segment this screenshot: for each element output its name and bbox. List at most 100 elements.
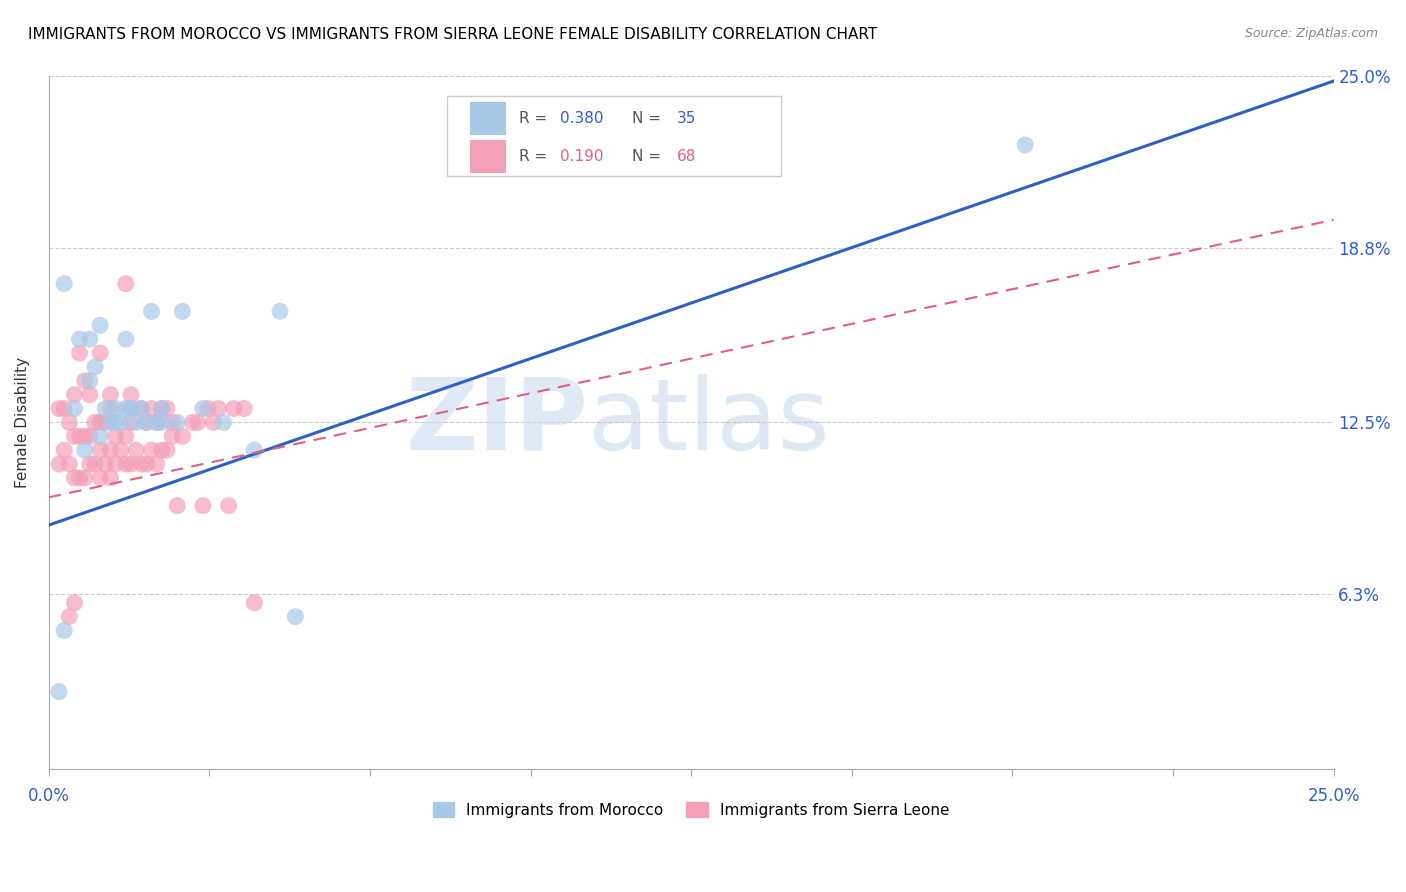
Point xyxy=(160,429,183,443)
Point xyxy=(207,401,229,416)
FancyBboxPatch shape xyxy=(470,139,506,173)
Point xyxy=(94,416,117,430)
Text: IMMIGRANTS FROM MOROCCO VS IMMIGRANTS FROM SIERRA LEONE FEMALE DISABILITY CORREL: IMMIGRANTS FROM MOROCCO VS IMMIGRANTS FR… xyxy=(28,27,877,42)
Point xyxy=(79,429,101,443)
Point xyxy=(269,304,291,318)
Point xyxy=(89,346,111,360)
Point xyxy=(104,416,127,430)
Point xyxy=(89,318,111,333)
Point xyxy=(166,416,188,430)
Point xyxy=(73,471,96,485)
Point xyxy=(202,416,225,430)
Point xyxy=(114,429,136,443)
FancyBboxPatch shape xyxy=(470,102,506,136)
Point xyxy=(53,443,76,458)
Point xyxy=(125,416,148,430)
Point xyxy=(89,471,111,485)
Point xyxy=(69,471,91,485)
Point xyxy=(135,416,157,430)
Point xyxy=(1014,137,1036,152)
Point xyxy=(129,457,152,471)
Point xyxy=(120,416,142,430)
Point xyxy=(187,416,209,430)
Point xyxy=(89,429,111,443)
Point xyxy=(104,401,127,416)
Point xyxy=(48,457,70,471)
Point xyxy=(100,387,122,401)
Point xyxy=(172,304,194,318)
Point xyxy=(181,416,204,430)
Point xyxy=(145,416,167,430)
Text: 35: 35 xyxy=(678,112,696,126)
Text: R =: R = xyxy=(519,149,553,163)
Text: Source: ZipAtlas.com: Source: ZipAtlas.com xyxy=(1244,27,1378,40)
Point xyxy=(69,332,91,346)
FancyBboxPatch shape xyxy=(447,96,782,176)
Point xyxy=(197,401,219,416)
Point xyxy=(218,499,240,513)
Point xyxy=(129,401,152,416)
Legend: Immigrants from Morocco, Immigrants from Sierra Leone: Immigrants from Morocco, Immigrants from… xyxy=(426,797,956,824)
Point xyxy=(100,401,122,416)
Point xyxy=(222,401,245,416)
Point xyxy=(141,304,163,318)
Point xyxy=(100,471,122,485)
Point xyxy=(129,401,152,416)
Point xyxy=(73,374,96,388)
Point xyxy=(58,416,80,430)
Point xyxy=(135,457,157,471)
Point xyxy=(120,457,142,471)
Point xyxy=(58,457,80,471)
Point xyxy=(145,457,167,471)
Point xyxy=(150,416,173,430)
Point xyxy=(58,609,80,624)
Point xyxy=(63,596,86,610)
Point xyxy=(166,499,188,513)
Point xyxy=(110,443,132,458)
Point xyxy=(243,443,266,458)
Point xyxy=(114,332,136,346)
Point xyxy=(156,401,179,416)
Point xyxy=(150,401,173,416)
Text: atlas: atlas xyxy=(588,374,830,471)
Point xyxy=(284,609,307,624)
Point xyxy=(63,429,86,443)
Text: N =: N = xyxy=(633,149,666,163)
Point xyxy=(233,401,256,416)
Point xyxy=(84,457,107,471)
Point xyxy=(191,499,214,513)
Text: 0.380: 0.380 xyxy=(560,112,603,126)
Point xyxy=(114,277,136,291)
Point xyxy=(104,429,127,443)
Point xyxy=(63,471,86,485)
Point xyxy=(89,416,111,430)
Point xyxy=(120,401,142,416)
Point xyxy=(120,401,142,416)
Point xyxy=(48,684,70,698)
Point xyxy=(84,359,107,374)
Point xyxy=(53,401,76,416)
Point xyxy=(141,443,163,458)
Text: 68: 68 xyxy=(678,149,696,163)
Y-axis label: Female Disability: Female Disability xyxy=(15,357,30,488)
Point xyxy=(100,443,122,458)
Text: R =: R = xyxy=(519,112,553,126)
Point xyxy=(63,387,86,401)
Point xyxy=(156,443,179,458)
Point xyxy=(79,387,101,401)
Point xyxy=(79,457,101,471)
Point xyxy=(69,429,91,443)
Point xyxy=(100,416,122,430)
Point xyxy=(114,457,136,471)
Point xyxy=(84,416,107,430)
Point xyxy=(141,401,163,416)
Point xyxy=(114,401,136,416)
Point xyxy=(243,596,266,610)
Point xyxy=(63,401,86,416)
Point xyxy=(89,443,111,458)
Text: ZIP: ZIP xyxy=(405,374,588,471)
Point xyxy=(160,416,183,430)
Point xyxy=(53,277,76,291)
Point xyxy=(191,401,214,416)
Point xyxy=(120,387,142,401)
